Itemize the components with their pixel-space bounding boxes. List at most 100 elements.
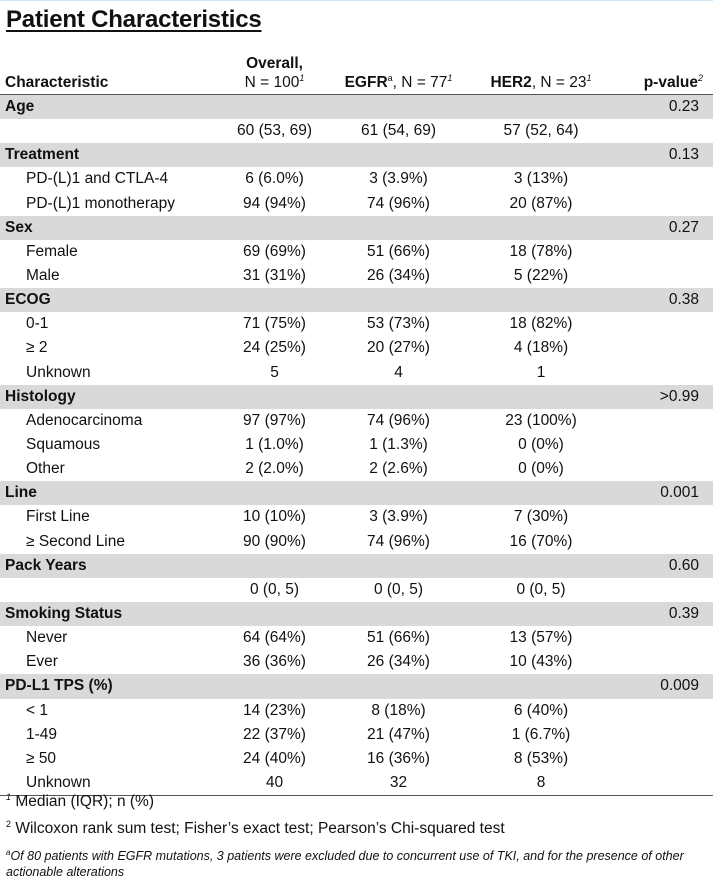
cell-her2: 1 <box>536 363 546 381</box>
cell-overall: 0 (0, 5) <box>249 580 300 598</box>
row-label: Age <box>0 94 224 120</box>
row-label: PD-(L)1 and CTLA-4 <box>26 170 169 188</box>
cell-egfr: 8 (18%) <box>371 701 426 719</box>
cell-p-value <box>610 119 713 143</box>
row-label: Pack Years <box>0 553 224 578</box>
cell-overall <box>224 215 325 240</box>
cell-egfr: 74 (96%) <box>367 194 430 212</box>
cell-p-value <box>610 409 713 433</box>
footnote-2: 2 Wilcoxon rank sum test; Fisher’s exact… <box>6 819 505 838</box>
cell-egfr: 0 (0, 5) <box>373 580 424 598</box>
cell-egfr <box>325 384 472 409</box>
patient-characteristics-table: Characteristic Overall, N = 1001 EGFRa, … <box>0 46 713 797</box>
cell-her2 <box>472 215 610 240</box>
footnote-1-mark: 1 <box>6 791 12 802</box>
cell-her2: 0 (0, 5) <box>516 580 566 598</box>
table-row: 1-49 22 (37%) 21 (47%) 1 (6.7%) <box>0 723 713 747</box>
cell-p-value: 0.38 <box>610 288 713 313</box>
cell-p-value <box>610 192 713 216</box>
cell-overall <box>224 143 325 168</box>
cell-egfr <box>325 143 472 168</box>
row-label: Sex <box>0 215 224 240</box>
cell-p-value <box>610 457 713 481</box>
cell-egfr: 3 (3.9%) <box>369 170 428 188</box>
cell-overall: 71 (75%) <box>243 315 306 333</box>
cell-p-value: 0.27 <box>610 215 713 240</box>
footnote-a: aOf 80 patients with EGFR mutations, 3 p… <box>6 848 706 880</box>
cell-egfr <box>325 215 472 240</box>
table-header-row: Characteristic Overall, N = 1001 EGFRa, … <box>0 46 713 95</box>
table-row: Unknown 40 32 8 <box>0 770 713 797</box>
cell-her2 <box>472 553 610 578</box>
cell-egfr: 4 <box>394 363 403 381</box>
header-egfr-sup-a: a <box>387 72 393 83</box>
cell-overall <box>224 674 325 699</box>
row-label: Line <box>0 481 224 506</box>
row-label: 1-49 <box>26 725 58 743</box>
row-label: < 1 <box>26 701 48 719</box>
footnote-2-text: Wilcoxon rank sum test; Fisher’s exact t… <box>11 820 505 837</box>
row-label: ≥ 2 <box>26 339 48 357</box>
table-row: ≥ Second Line 90 (90%) 74 (96%) 16 (70%) <box>0 530 713 554</box>
cell-her2: 6 (40%) <box>513 701 569 719</box>
table-row: ≥ 50 24 (40%) 16 (36%) 8 (53%) <box>0 747 713 771</box>
cell-overall: 60 (53, 69) <box>237 122 312 140</box>
cell-egfr: 21 (47%) <box>367 725 430 743</box>
cell-her2: 1 (6.7%) <box>511 725 571 743</box>
cell-p-value <box>610 626 713 650</box>
table-row: Ever 36 (36%) 26 (34%) 10 (43%) <box>0 650 713 674</box>
cell-p-value <box>610 312 713 336</box>
cell-p-value <box>610 723 713 747</box>
cell-egfr: 51 (66%) <box>367 629 430 647</box>
table-group-row: Smoking Status 0.39 <box>0 601 713 627</box>
table-group-row: Pack Years 0.60 <box>0 553 713 578</box>
row-label: Squamous <box>26 436 101 454</box>
top-divider <box>0 0 713 1</box>
cell-p-value <box>610 747 713 771</box>
cell-overall: 97 (97%) <box>243 411 306 429</box>
cell-her2: 18 (78%) <box>509 242 573 260</box>
row-label: Adenocarcinoma <box>26 411 143 429</box>
table-row: ≥ 2 24 (25%) 20 (27%) 4 (18%) <box>0 336 713 360</box>
cell-her2: 10 (43%) <box>509 653 573 671</box>
header-her2: HER2, N = 231 <box>472 46 610 95</box>
cell-p-value <box>610 505 713 529</box>
row-label <box>0 119 224 143</box>
cell-her2: 5 (22%) <box>513 267 569 285</box>
cell-egfr: 26 (34%) <box>367 267 430 285</box>
cell-p-value <box>610 433 713 457</box>
row-label: Never <box>26 629 68 647</box>
cell-her2 <box>472 288 610 313</box>
cell-egfr: 26 (34%) <box>367 653 430 671</box>
cell-her2: 4 (18%) <box>513 339 569 357</box>
cell-p-value: 0.13 <box>610 143 713 168</box>
cell-p-value: 0.001 <box>610 481 713 506</box>
cell-overall: 64 (64%) <box>243 629 306 647</box>
cell-p-value: >0.99 <box>610 384 713 409</box>
page-title: Patient Characteristics <box>6 6 262 33</box>
header-egfr: EGFRa, N = 771 <box>325 46 472 95</box>
table-group-row: Age 0.23 <box>0 94 713 120</box>
cell-egfr <box>325 288 472 313</box>
footnote-1: 1 Median (IQR); n (%) <box>6 791 154 811</box>
row-label: PD-L1 TPS (%) <box>0 674 224 699</box>
header-overall-n: N = 100 <box>244 74 300 91</box>
row-label: Ever <box>26 653 58 671</box>
row-label: Unknown <box>0 770 224 797</box>
cell-overall: 24 (40%) <box>243 749 306 767</box>
table-body: Age 0.23 60 (53, 69) 61 (54, 69) 57 (52, 64)… <box>0 94 713 797</box>
row-label: Other <box>26 460 65 478</box>
table-row: First Line 10 (10%) 3 (3.9%) 7 (30%) <box>0 505 713 529</box>
cell-egfr: 16 (36%) <box>367 749 430 767</box>
cell-egfr: 2 (2.6%) <box>369 460 428 478</box>
row-label: Male <box>26 267 60 285</box>
table-row: 0 (0, 5) 0 (0, 5) 0 (0, 5) <box>0 578 713 602</box>
cell-p-value <box>610 530 713 554</box>
cell-her2 <box>472 94 610 120</box>
cell-p-value: 0.23 <box>610 94 713 120</box>
cell-p-value <box>610 699 713 723</box>
cell-her2: 8 <box>472 770 610 797</box>
cell-p-value <box>610 336 713 360</box>
cell-overall: 24 (25%) <box>243 339 306 357</box>
table-group-row: ECOG 0.38 <box>0 288 713 313</box>
